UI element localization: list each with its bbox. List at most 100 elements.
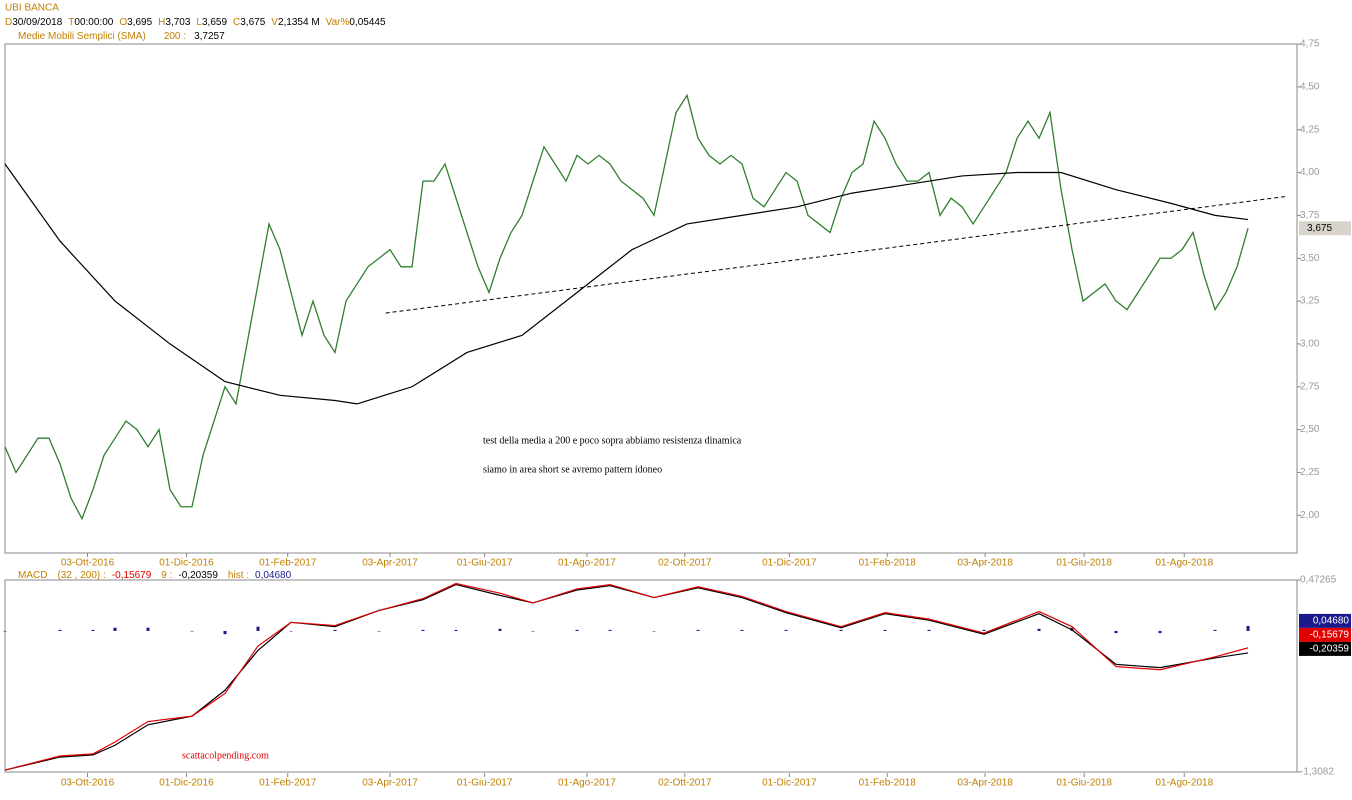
hist-bar — [575, 629, 579, 631]
hist-bar — [1158, 630, 1162, 634]
x-tick-label: 01-Ago-2017 — [558, 558, 616, 569]
last-price-box — [1299, 221, 1351, 236]
hist-bar — [58, 629, 62, 631]
x-tick-label: 02-Ott-2017 — [658, 558, 712, 569]
hist-bar — [377, 630, 381, 632]
legend-name: (32 , 200) : — [57, 570, 105, 581]
header-value: 30/09/2018 — [12, 17, 62, 28]
hist-bar — [1114, 630, 1118, 634]
annotation: test della media a 200 e poco sopra abbi… — [483, 435, 742, 446]
x-tick-label: 01-Giu-2018 — [1056, 778, 1112, 789]
header-value: 3,675 — [240, 17, 265, 28]
x-tick-label: 01-Feb-2017 — [259, 778, 317, 789]
y-tick-label: 3,25 — [1300, 296, 1320, 307]
price-panel — [4, 43, 1298, 554]
header-info: D30/09/2018 T00:00:00 O3,695 H3,703 L3,659 C3… — [5, 17, 386, 28]
y-tick-label: 4,25 — [1300, 124, 1320, 135]
hist-bar — [1213, 629, 1217, 631]
hist-bar — [498, 628, 502, 631]
header-value: 3,703 — [165, 17, 190, 28]
last-price-label: 3,675 — [1307, 223, 1332, 234]
x-tick-label: 01-Ago-2018 — [1155, 558, 1213, 569]
macd-line — [4, 582, 1249, 771]
sma-period: 200 : — [164, 31, 186, 42]
x-tick-label: 01-Dic-2017 — [762, 778, 817, 789]
x-tick-label: 01-Giu-2018 — [1056, 558, 1112, 569]
y-tick-label: 2,25 — [1300, 467, 1320, 478]
last-value-label: -0,20359 — [1310, 644, 1350, 655]
sma-last: 3,7257 — [194, 31, 225, 42]
header-label: H — [158, 17, 165, 28]
header-label: C — [233, 17, 240, 28]
header-label: O — [119, 17, 127, 28]
legend-value: -0,20359 — [178, 570, 218, 581]
header-label: Var% — [326, 17, 350, 28]
trend-line — [385, 196, 1286, 314]
header-value: 2,1354 M — [278, 17, 320, 28]
x-tick-label: 01-Feb-2017 — [259, 558, 317, 569]
x-tick-label: 03-Ott-2016 — [61, 558, 115, 569]
hist-bar — [652, 630, 656, 632]
hist-bar — [531, 630, 535, 632]
legend-value: -0,15679 — [112, 570, 152, 581]
hist-bar — [146, 627, 150, 631]
legend-value: 0,04680 — [255, 570, 292, 581]
sma-name: Medie Mobili Semplici (SMA) — [18, 31, 146, 42]
x-tick-label: 01-Giu-2017 — [457, 778, 513, 789]
x-tick-label: 03-Apr-2018 — [957, 778, 1013, 789]
x-tick-label: 01-Giu-2017 — [457, 558, 513, 569]
header-label: L — [196, 17, 202, 28]
header-label: D — [5, 17, 12, 28]
hist-bar — [1246, 625, 1250, 631]
y-tick-label: 2,75 — [1300, 381, 1320, 392]
y-tick-label: -1,3082 — [1300, 767, 1334, 778]
hist-bar — [3, 630, 7, 632]
hist-bar — [740, 629, 744, 631]
x-tick-label: 01-Feb-2018 — [859, 778, 917, 789]
hist-bar — [256, 626, 260, 631]
chart-title: UBI BANCA — [5, 3, 59, 14]
y-tick-label: 2,50 — [1300, 424, 1320, 435]
last-value-box — [1299, 613, 1351, 628]
macd-legend: MACD (32 , 200) : -0,15679 9 : -0,20359 hist … — [18, 570, 292, 581]
hist-bar — [454, 629, 458, 631]
price-line — [4, 93, 1249, 521]
annotation: siamo in area short se avremo pattern id… — [483, 464, 662, 475]
legend-name: hist : — [228, 570, 249, 581]
macd-title: MACD — [18, 570, 47, 581]
hist-bar — [784, 629, 788, 631]
sma-line — [4, 163, 1249, 405]
header-label: V — [271, 17, 278, 28]
header-value: 3,659 — [202, 17, 227, 28]
y-tick-label: 4,00 — [1300, 167, 1320, 178]
hist-bar — [91, 629, 95, 631]
last-value-label: -0,15679 — [1310, 630, 1350, 641]
header-label: T — [68, 17, 74, 28]
header-value: 0,05445 — [349, 17, 386, 28]
x-tick-label: 01-Dic-2016 — [159, 778, 214, 789]
x-tick-label: 03-Apr-2017 — [362, 778, 418, 789]
hist-bar — [113, 627, 117, 631]
y-tick-label: 3,50 — [1300, 253, 1320, 264]
watermark: scattacolpending.com — [182, 750, 269, 761]
y-tick-label: 4,75 — [1300, 39, 1320, 50]
y-tick-label: 3,00 — [1300, 339, 1320, 350]
macd-line — [4, 583, 1249, 771]
macd-panel — [4, 579, 1298, 773]
hist-bar — [289, 630, 293, 632]
x-tick-label: 03-Ott-2016 — [61, 778, 115, 789]
hist-bar — [608, 629, 612, 631]
header-value: 3,695 — [127, 17, 152, 28]
y-tick-label: 2,00 — [1300, 510, 1320, 521]
x-tick-label: 01-Feb-2018 — [859, 558, 917, 569]
sma-legend: Medie Mobili Semplici (SMA) 200 : 3,7257 — [18, 31, 225, 42]
x-tick-label: 01-Dic-2016 — [159, 558, 214, 569]
hist-bar — [883, 629, 887, 631]
legend-name: 9 : — [161, 570, 172, 581]
hist-bar — [982, 629, 986, 631]
x-tick-label: 03-Apr-2017 — [362, 558, 418, 569]
hist-bar — [927, 629, 931, 631]
last-value-label: 0,04680 — [1313, 616, 1350, 627]
